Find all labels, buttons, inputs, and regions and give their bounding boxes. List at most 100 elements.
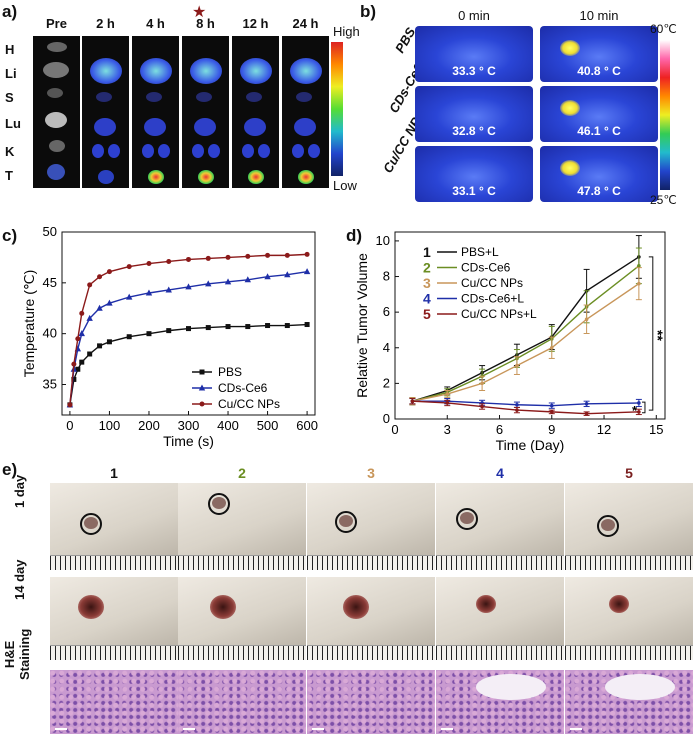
organ-image-column [82, 36, 129, 188]
organ-blob [90, 58, 122, 84]
y-tick-label: 4 [383, 340, 390, 355]
tumor-lesion [210, 595, 236, 619]
group-column-header: 3 [367, 465, 375, 481]
organ-blob [45, 112, 67, 128]
data-point [106, 269, 112, 275]
data-point [96, 304, 103, 311]
mouse-photo-day14 [565, 577, 693, 645]
day-row-label: H&E Staining [2, 628, 32, 680]
ruler [565, 555, 693, 570]
thermal-image: 32.8 ° C [415, 86, 533, 142]
time-column-header: 0 min [458, 8, 490, 23]
organ-image-column [182, 36, 229, 188]
organ-blob [198, 170, 214, 184]
he-staining-image [565, 670, 693, 734]
data-point [480, 381, 484, 386]
organ-row-label: H [5, 42, 15, 57]
organ-blob [248, 170, 264, 184]
data-point [205, 325, 211, 331]
organ-blob [294, 118, 316, 136]
data-point [205, 255, 211, 261]
data-point [549, 403, 554, 408]
legend-label: CDs-Ce6 [461, 261, 511, 275]
organ-blob [242, 144, 254, 158]
data-point [97, 274, 103, 280]
data-point [126, 293, 133, 300]
he-staining-image [50, 670, 178, 734]
organ-blob [47, 88, 63, 98]
organ-row-label: K [5, 144, 15, 159]
series-line [69, 270, 308, 405]
legend-marker [199, 401, 205, 407]
day-row-label: 1 day [12, 474, 27, 508]
series-line [412, 265, 640, 402]
data-point [146, 331, 152, 337]
data-point [75, 366, 81, 372]
scale-bar [441, 728, 453, 730]
organ-row-label: S [5, 90, 14, 105]
x-tick-label: 200 [138, 418, 160, 433]
organ-blob [296, 92, 312, 102]
tumor-circle [335, 511, 357, 533]
tumor-lesion [78, 595, 104, 619]
panel-e-label: e) [2, 460, 18, 479]
ruler [50, 555, 178, 570]
data-point [87, 282, 93, 288]
ruler [565, 645, 693, 660]
data-point [265, 252, 271, 258]
legend-label: CDs-Ce6+L [461, 292, 524, 306]
x-tick-label: 300 [178, 418, 200, 433]
organ-blob [194, 118, 216, 136]
time-column-header: Pre [46, 16, 67, 31]
data-point [86, 314, 93, 321]
data-point [87, 351, 93, 357]
y-tick-label: 10 [376, 233, 390, 248]
legend-label: Cu/CC NPs [218, 397, 280, 411]
organ-blob [140, 58, 172, 84]
temperature-reading: 32.8 ° C [452, 124, 496, 138]
hotspot [560, 40, 580, 56]
legend-number: 4 [423, 291, 431, 307]
y-tick-label: 35 [43, 377, 57, 392]
temperature-chart: 0 100 200 300 400 500 600 35 40 45 50 Time (s) Tempe… [21, 224, 318, 449]
panel-a-label: a) [2, 2, 18, 21]
organ-image-column [132, 36, 179, 188]
y-tick-label: 6 [383, 304, 390, 319]
legend-number: 3 [423, 275, 431, 291]
y-tick-label: 40 [43, 326, 57, 341]
colorbar-low-label: Low [333, 178, 357, 193]
significance-bracket [648, 256, 654, 411]
tumor-circle [208, 493, 230, 515]
hotspot [560, 100, 580, 116]
he-staining-image [436, 670, 564, 734]
data-point [146, 261, 152, 267]
organ-blob [298, 170, 314, 184]
data-point [284, 323, 290, 329]
mouse-photo-day14 [50, 577, 178, 645]
data-point [78, 330, 85, 337]
mouse-photo-day1 [565, 483, 693, 555]
data-point [166, 328, 172, 334]
x-tick-label: 15 [649, 422, 663, 437]
data-point [126, 334, 132, 340]
scale-bar [55, 728, 67, 730]
thermal-image: 33.1 ° C [415, 146, 533, 202]
ruler [178, 645, 306, 660]
data-point [584, 402, 589, 406]
temperature-reading: 46.1 ° C [577, 124, 621, 138]
organ-blob [192, 144, 204, 158]
data-point [71, 376, 77, 382]
significance-marker: ** [650, 330, 666, 341]
thermal-image: 46.1 ° C [540, 86, 658, 142]
organ-row-label: Lu [5, 116, 21, 131]
x-axis-label: Time (s) [163, 433, 214, 449]
organ-blob [47, 42, 67, 52]
panel-c-label: c) [2, 226, 18, 245]
organ-blob [196, 92, 212, 102]
tumor-lesion [476, 595, 496, 613]
organ-blob [49, 140, 65, 152]
scale-bar [183, 728, 195, 730]
data-point [515, 408, 519, 412]
organ-blob [246, 92, 262, 102]
data-point [637, 281, 641, 286]
